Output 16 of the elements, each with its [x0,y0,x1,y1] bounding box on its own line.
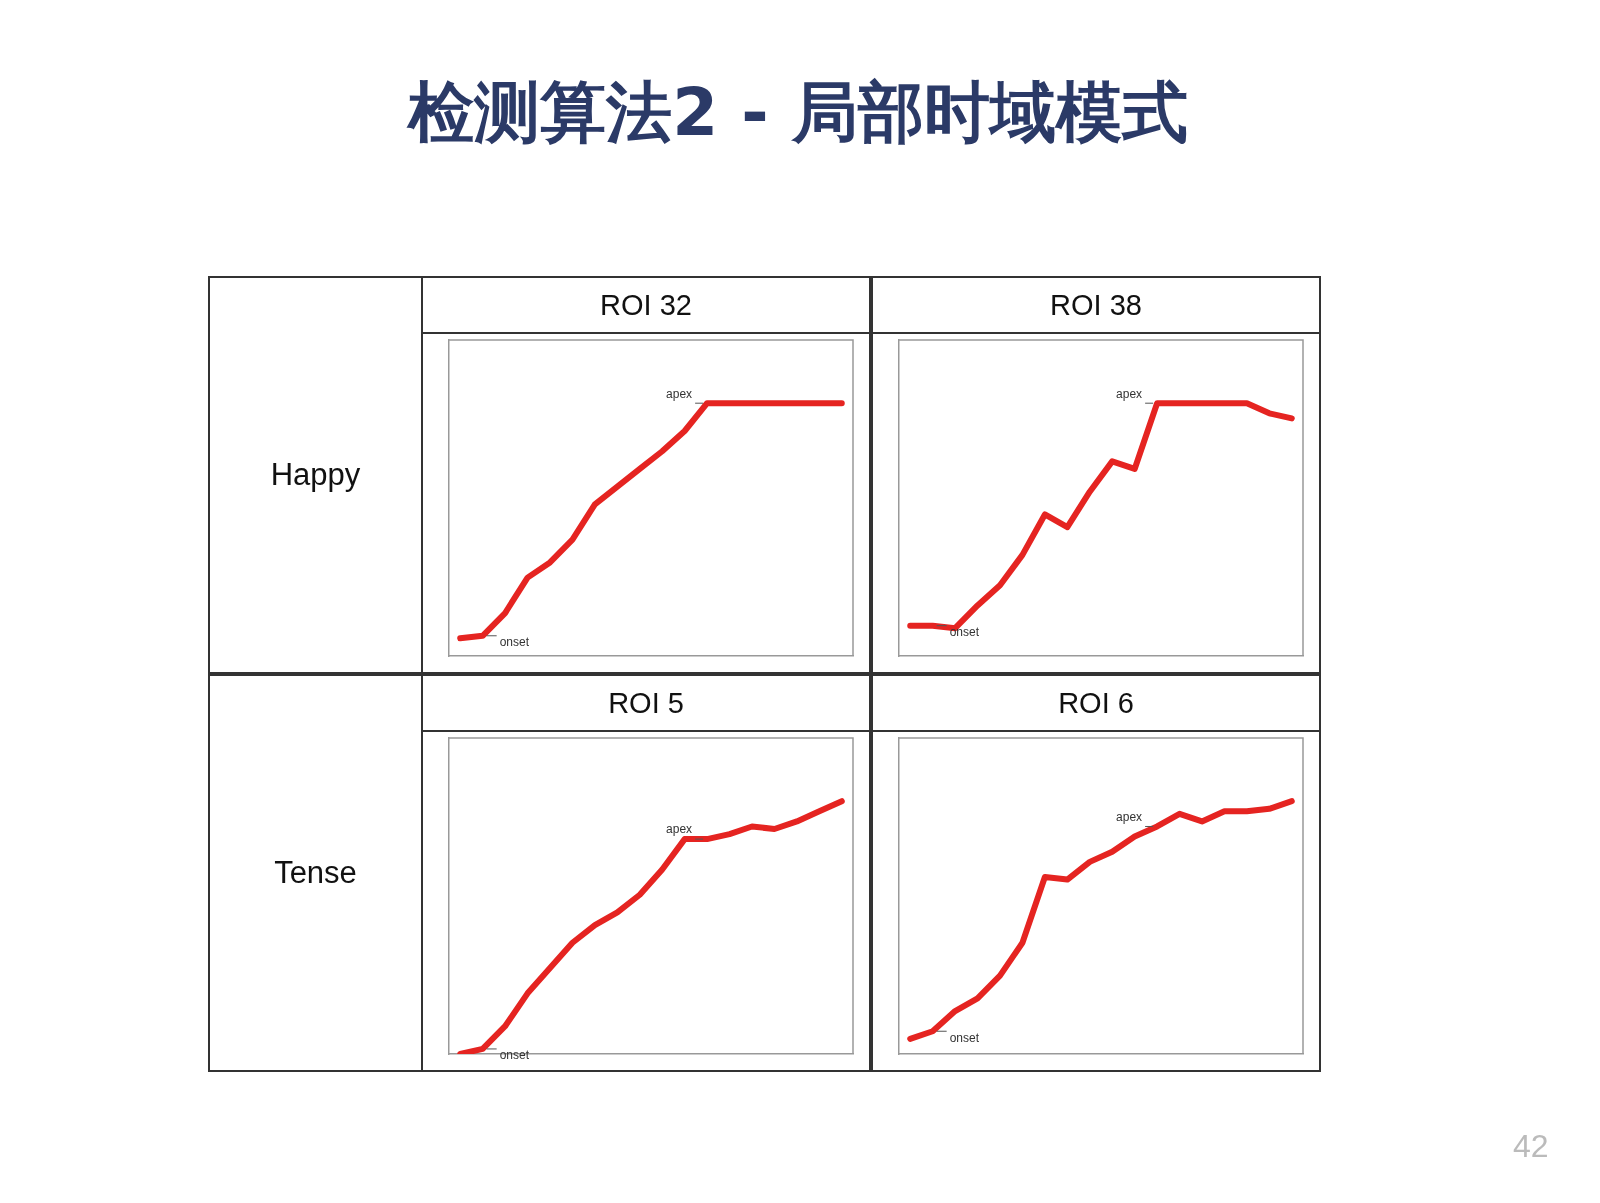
text: apex [1116,386,1143,401]
y-axis-title: Happy [208,276,421,674]
annotation: onset [499,1048,530,1063]
y-axis-title: Tense [208,674,421,1072]
annotation: onset [499,635,530,650]
text: apex [666,386,693,401]
chart-title: ROI 38 [871,276,1321,334]
chart-title: ROI 6 [871,674,1321,732]
annotation: apex [1116,809,1143,824]
annotation: onset [949,624,980,639]
annotation: apex [666,822,693,837]
text: 42 [1513,1128,1549,1165]
chart-title: ROI 32 [421,276,871,334]
chart-title: ROI 5 [421,674,871,732]
annotation: onset [949,1030,980,1045]
text: 检测算法2 - 局部时域模式 [405,73,1189,153]
